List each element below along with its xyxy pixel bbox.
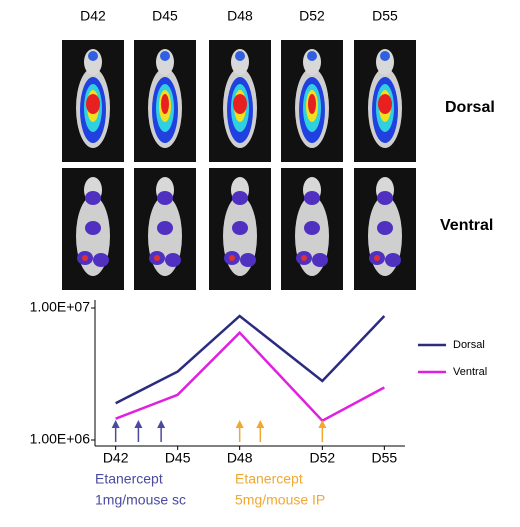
legend-label: Ventral [453, 366, 487, 378]
signal [157, 221, 173, 235]
row-label: Dorsal [445, 99, 495, 116]
x-tick-label: D55 [371, 450, 397, 466]
annotation: Etanercept [235, 471, 303, 487]
column-label: D55 [372, 8, 398, 24]
dose-arrowhead [111, 420, 120, 428]
signal [88, 51, 98, 61]
column-label: D52 [299, 8, 325, 24]
signal [165, 253, 181, 267]
signal [301, 255, 307, 261]
signal [312, 253, 328, 267]
signal [154, 255, 160, 261]
column-label: D45 [152, 8, 178, 24]
signal [85, 191, 101, 205]
signal [374, 255, 380, 261]
signal [82, 255, 88, 261]
signal [86, 94, 100, 114]
column-label: D48 [227, 8, 253, 24]
y-tick-label: 1.00E+06 [30, 431, 91, 447]
signal [233, 94, 247, 114]
signal [377, 191, 393, 205]
annotation: 1mg/mouse sc [95, 492, 186, 508]
signal [235, 51, 245, 61]
signal [160, 51, 170, 61]
dose-arrowhead [256, 420, 265, 428]
x-tick-label: D52 [309, 450, 335, 466]
signal [161, 94, 169, 114]
signal [232, 221, 248, 235]
signal [232, 191, 248, 205]
signal [377, 221, 393, 235]
annotation: 5mg/mouse IP [235, 492, 325, 508]
series-line [115, 330, 385, 423]
x-tick-label: D48 [227, 450, 253, 466]
annotation: Etanercept [95, 471, 163, 487]
signal [304, 191, 320, 205]
x-tick-label: D42 [103, 450, 129, 466]
x-tick-label: D45 [165, 450, 191, 466]
signal [304, 221, 320, 235]
y-tick-label: 1.00E+07 [30, 299, 91, 315]
signal [307, 51, 317, 61]
signal [157, 191, 173, 205]
dose-arrowhead [157, 420, 166, 428]
legend-label: Dorsal [453, 339, 485, 351]
signal [240, 253, 256, 267]
signal [308, 94, 316, 114]
dose-arrowhead [235, 420, 244, 428]
signal [378, 94, 392, 114]
signal [380, 51, 390, 61]
row-label: Ventral [440, 217, 493, 234]
signal [93, 253, 109, 267]
signal [85, 221, 101, 235]
signal [229, 255, 235, 261]
dose-arrowhead [318, 420, 327, 428]
series-line [115, 314, 386, 405]
column-label: D42 [80, 8, 106, 24]
dose-arrowhead [134, 420, 143, 428]
signal [385, 253, 401, 267]
